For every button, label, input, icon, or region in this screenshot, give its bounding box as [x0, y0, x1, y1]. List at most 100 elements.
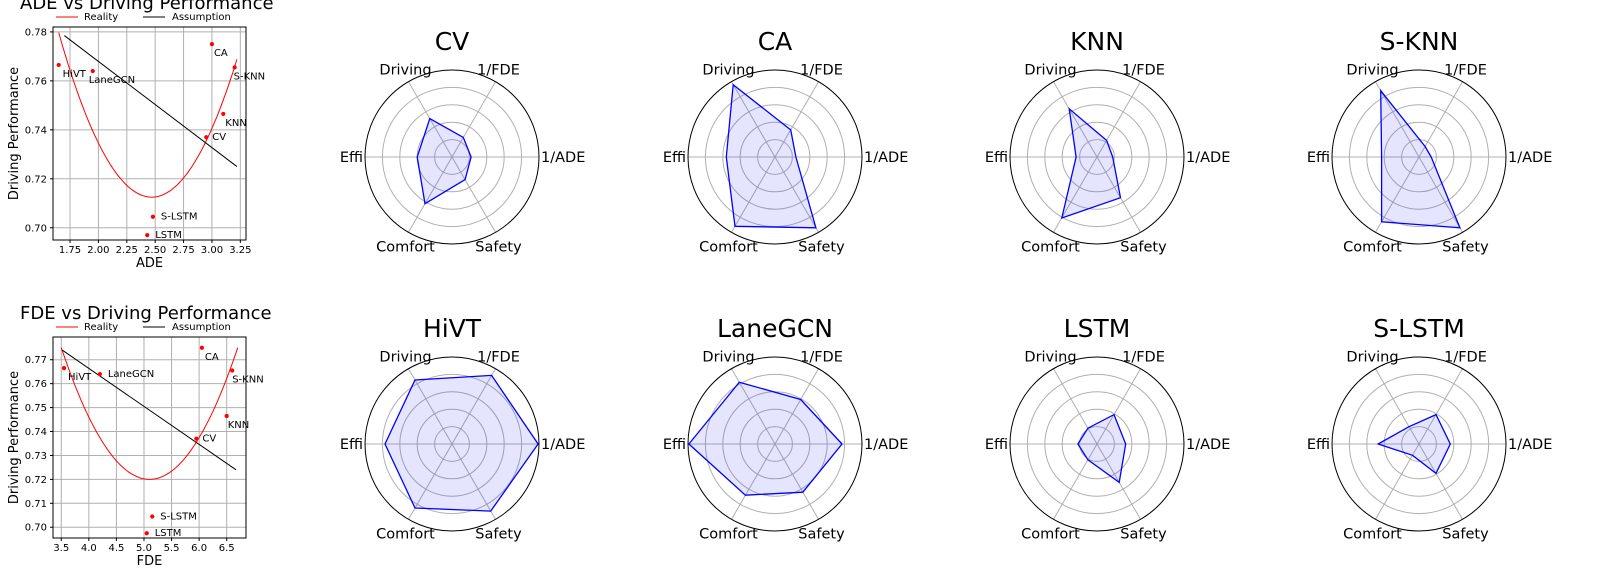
fde-point-label: LaneGCN [108, 369, 154, 380]
ade-legend-assumption-label: Assumption [172, 12, 231, 23]
radar-axis-label: 1/FDE [1122, 63, 1165, 79]
radar-outer-circle [1331, 69, 1507, 245]
radar-axis-label: 1/ADE [864, 437, 908, 453]
radar-axis-label: Effi [663, 437, 686, 453]
radar-chart-s-knn: 1/ADE 1/FDE Driving Effi Comfort Safety S-KNN [1307, 27, 1553, 256]
radar-chart-knn: 1/ADE 1/FDE Driving Effi Comfort Safety KNN [985, 27, 1231, 256]
radar-axis-label: Effi [985, 437, 1008, 453]
radar-chart-ca: 1/ADE 1/FDE Driving Effi Comfort Safety CA [663, 27, 909, 256]
radar-axis-label: Effi [663, 150, 686, 166]
radar-axis-label: Comfort [376, 240, 435, 256]
radar-spoke [451, 368, 496, 445]
ade-chart-title: ADE vs Driving Performance [20, 0, 274, 14]
fde-point-ca [199, 345, 204, 350]
fde-legend-assumption-label: Assumption [172, 322, 231, 333]
radar-axis-label: Comfort [1343, 527, 1402, 543]
radar-axis-label: 1/FDE [1444, 63, 1487, 79]
radar-axis-label: 1/FDE [477, 350, 520, 366]
ade-y-tick-label: 0.78 [25, 27, 47, 38]
radar-axis-label: Safety [1120, 240, 1167, 256]
fde-plot-frame [52, 336, 247, 539]
radar-spoke [731, 368, 776, 445]
radar-spoke [731, 156, 776, 233]
fde-x-tick-label: 3.5 [53, 543, 69, 554]
ade-y-tick-label: 0.76 [25, 76, 47, 87]
radar-spoke [1418, 156, 1463, 233]
radar-data-polygon-s-lstm [1376, 413, 1452, 475]
radar-axis-label: 1/ADE [541, 437, 585, 453]
fde-point-knn [224, 413, 229, 419]
radar-title-lstm: LSTM [1064, 314, 1131, 343]
radar-axis-label: Safety [475, 240, 522, 256]
radar-data-polygon-s-knn [1380, 88, 1461, 229]
radar-spoke [774, 368, 819, 445]
radar-axis-label: Driving [702, 350, 754, 366]
fde-point-s-knn [230, 368, 235, 373]
radar-spoke [774, 156, 819, 233]
radar-axis-label: 1/ADE [1186, 437, 1230, 453]
ade-x-tick-label: 3.00 [201, 245, 223, 256]
ade-point-label: LSTM [155, 230, 182, 241]
radar-axis-label: Comfort [699, 527, 758, 543]
fde-point-lstm [144, 531, 149, 536]
radar-chart-lanegcn: 1/ADE 1/FDE Driving Effi Comfort Safety LaneGC… [663, 314, 909, 543]
radar-axis-label: Effi [1307, 437, 1330, 453]
radar-axis-label: Driving [1024, 350, 1076, 366]
ade-point-ca [209, 42, 215, 47]
radar-axis-label: 1/ADE [541, 150, 585, 166]
radar-chart-lstm: 1/ADE 1/FDE Driving Effi Comfort Safety LSTM [985, 314, 1231, 543]
radar-axis-label: 1/ADE [1508, 150, 1552, 166]
radar-axis-label: Driving [1346, 63, 1398, 79]
fde-point-label: LSTM [155, 528, 182, 539]
radar-axis-label: Effi [340, 150, 363, 166]
radar-spoke [1053, 156, 1098, 233]
ade-point-knn [221, 111, 226, 117]
radar-axis-label: Comfort [699, 240, 758, 256]
radar-axis-label: Driving [379, 63, 431, 79]
radar-chart-s-lstm: 1/ADE 1/FDE Driving Effi Comfort Safety S-LSTM [1307, 314, 1553, 543]
radar-axis-label: Effi [985, 150, 1008, 166]
fde-point-lanegcn [97, 371, 102, 377]
fde-point-cv [194, 436, 199, 441]
fde-y-tick-label: 0.75 [25, 403, 47, 414]
radar-title-cv: CV [435, 27, 470, 56]
fde-y-tick-label: 0.70 [25, 523, 47, 534]
radar-outer-circle [364, 356, 540, 532]
radar-spoke [1096, 368, 1141, 445]
radar-axis-label: 1/ADE [1508, 437, 1552, 453]
radar-axis-label: Safety [475, 527, 522, 543]
radar-spoke [1053, 368, 1098, 445]
fde-x-axis-label: FDE [137, 554, 163, 569]
radar-outer-circle [1009, 356, 1185, 532]
radar-chart-hivt: 1/ADE 1/FDE Driving Effi Comfort Safety HiVT [340, 314, 586, 543]
radar-axis-label: Effi [340, 437, 363, 453]
fde-y-axis-label: Driving Performance [7, 371, 22, 504]
ade-x-tick-label: 2.00 [87, 245, 109, 256]
fde-point-label: S-LSTM [160, 511, 197, 522]
radar-spoke [408, 156, 453, 233]
fde-x-tick-label: 6.0 [191, 543, 207, 554]
radar-outer-circle [687, 356, 863, 532]
fde-y-tick-label: 0.77 [25, 355, 47, 366]
fde-point-label: HiVT [68, 372, 92, 383]
fde-point-hivt [61, 366, 67, 371]
radar-axis-label: Comfort [376, 527, 435, 543]
radar-axis-label: Driving [1346, 350, 1398, 366]
radar-axis-label: Safety [1442, 527, 1489, 543]
radar-spoke [1418, 368, 1463, 445]
radar-axis-label: Driving [379, 350, 431, 366]
radar-outer-circle [364, 69, 540, 245]
fde-y-tick-label: 0.72 [25, 475, 47, 486]
radar-title-s-knn: S-KNN [1380, 27, 1459, 56]
radar-outer-circle [687, 69, 863, 245]
radar-data-polygon-ca [725, 83, 817, 229]
radar-spoke [451, 81, 496, 158]
ade-point-label: CV [212, 132, 226, 143]
radar-data-polygon-cv [416, 117, 472, 205]
radar-title-s-lstm: S-LSTM [1373, 314, 1465, 343]
radar-spoke [1375, 443, 1420, 520]
radar-spoke [1053, 443, 1098, 520]
radar-title-ca: CA [758, 27, 793, 56]
radar-axis-label: 1/FDE [800, 350, 843, 366]
